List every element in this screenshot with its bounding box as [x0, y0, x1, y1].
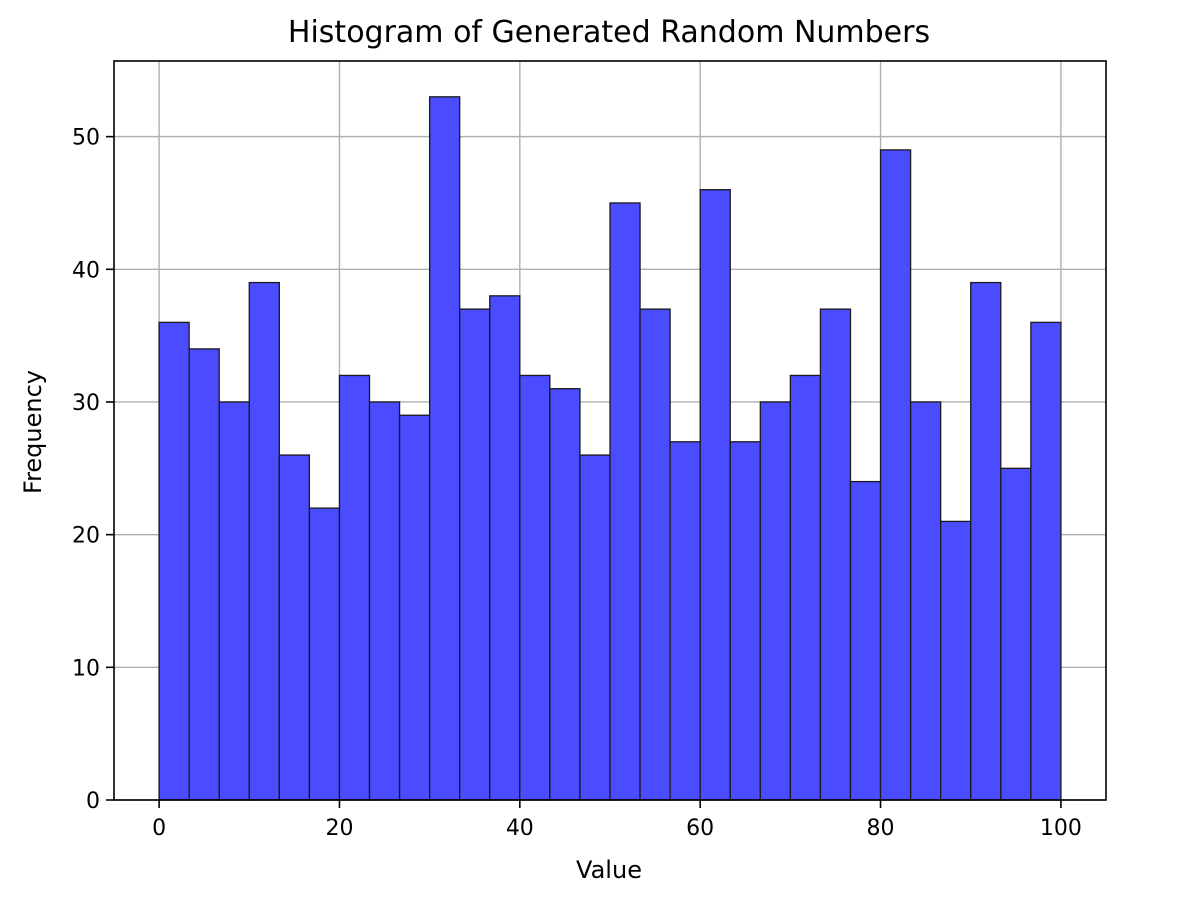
histogram-bar: [579, 454, 611, 801]
y-tick-label: 10: [72, 656, 100, 681]
y-axis-ticks: 0 10 20 30 40 50: [72, 126, 114, 814]
y-tick-label: 0: [86, 789, 100, 814]
plot-frame: [113, 60, 1107, 801]
x-tick-label: 80: [867, 816, 895, 841]
histogram-bar: [759, 401, 792, 801]
histogram-bar: [970, 281, 1002, 801]
x-tick-label: 40: [506, 816, 534, 841]
histogram-bar: [909, 401, 942, 801]
x-axis-ticks: 0 20 40 60 80 100: [152, 800, 1082, 841]
histogram-bar: [158, 321, 190, 801]
histogram-bar: [669, 441, 701, 801]
x-axis-label: Value: [576, 856, 642, 884]
chart-title: Histogram of Generated Random Numbers: [288, 15, 930, 50]
histogram-bar: [338, 374, 371, 801]
histogram-bar: [519, 374, 551, 801]
histogram-bar: [248, 281, 280, 801]
histogram-bars: [158, 96, 1062, 801]
y-tick-label: 30: [72, 391, 100, 416]
histogram-bar: [789, 374, 822, 801]
histogram-bar: [879, 149, 912, 801]
histogram-bar: [218, 401, 250, 801]
y-axis-label: Frequency: [19, 370, 47, 494]
histogram-bar: [278, 454, 311, 801]
x-tick-label: 0: [152, 816, 166, 841]
histogram-bar: [308, 507, 341, 801]
histogram-bar: [549, 388, 581, 801]
histogram-bar: [1030, 321, 1062, 801]
histogram-bar: [639, 308, 671, 801]
histogram-bar: [940, 520, 972, 801]
histogram-bar: [729, 441, 761, 801]
histogram-bar: [819, 308, 852, 801]
histogram-bar: [609, 202, 641, 801]
y-tick-label: 20: [72, 524, 100, 549]
histogram-bar: [699, 189, 731, 801]
x-tick-label: 60: [686, 816, 714, 841]
y-tick-label: 40: [72, 258, 100, 283]
histogram-bar: [398, 414, 431, 801]
histogram-bar: [188, 348, 220, 801]
histogram-bar: [489, 295, 521, 801]
x-tick-label: 20: [325, 816, 353, 841]
histogram-bar: [849, 480, 882, 801]
x-tick-label: 100: [1040, 816, 1082, 841]
histogram-bar: [368, 401, 401, 801]
y-tick-label: 50: [72, 126, 100, 151]
histogram-bar: [459, 308, 491, 801]
histogram-bar: [428, 96, 461, 801]
histogram-bar: [1000, 467, 1032, 801]
